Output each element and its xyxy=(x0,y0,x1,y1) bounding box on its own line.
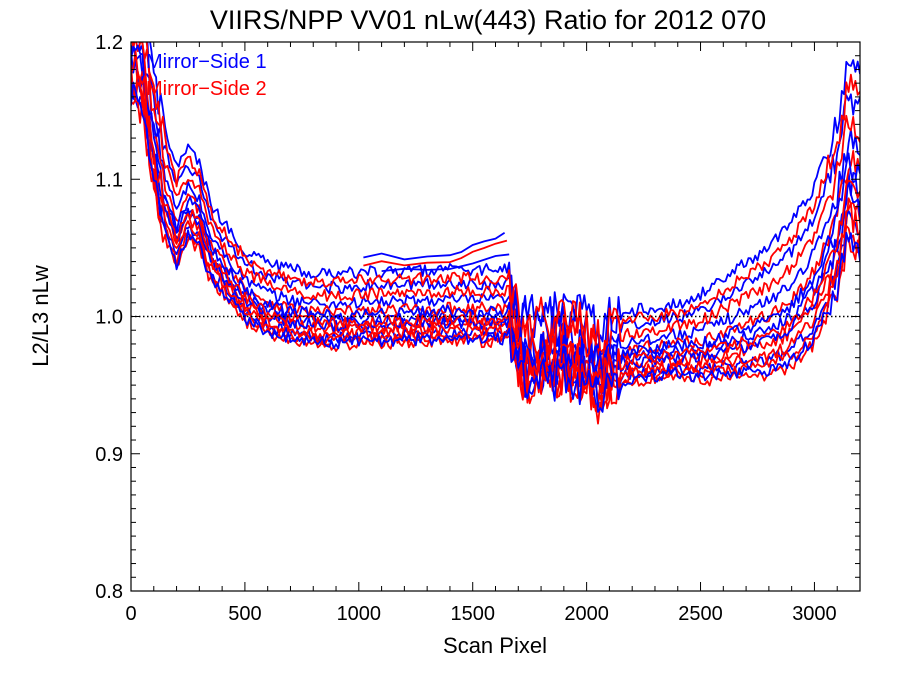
y-tick-label-0.8: 0.8 xyxy=(95,581,123,603)
x-tick-label-1000: 1000 xyxy=(337,603,382,625)
series-line-mirror-side-2-10 xyxy=(131,65,860,412)
series-line-mirror-side-1-11 xyxy=(149,42,860,349)
series-line-mirror-side-1-16 xyxy=(131,81,860,413)
series-line-mirror-side-1-3 xyxy=(138,42,860,378)
x-tick-label-3000: 3000 xyxy=(792,603,837,625)
y-axis-label: L2/L3 nLw xyxy=(28,265,53,367)
series-line-mirror-side-2-14 xyxy=(131,50,860,393)
legend-entry-mirror-side-2: Mirror−Side 2 xyxy=(146,78,267,100)
x-tick-label-2500: 2500 xyxy=(678,603,723,625)
legend: Mirror−Side 1 Mirror−Side 2 xyxy=(146,51,267,100)
ticks-layer: 0 500 1000 1500 2000 2500 3000 0.8 0.9 1.0 1.1 1.2 xyxy=(95,32,861,625)
chart-title: VIIRS/NPP VV01 nLw(443) Ratio for 2012 0… xyxy=(210,5,766,35)
upper-segment-line-3 xyxy=(381,253,510,272)
series-line-mirror-side-1-13 xyxy=(131,44,860,385)
series-line-mirror-side-1-9 xyxy=(131,51,860,394)
y-tick-label-1.0: 1.0 xyxy=(95,307,123,329)
series-line-mirror-side-2-8 xyxy=(141,42,860,374)
series-line-mirror-side-2-12 xyxy=(145,42,860,354)
x-tick-label-500: 500 xyxy=(228,603,261,625)
x-tick-label-1500: 1500 xyxy=(450,603,495,625)
series-line-mirror-side-1-5 xyxy=(131,76,860,409)
x-tick-label-2000: 2000 xyxy=(564,603,609,625)
x-axis-label: Scan Pixel xyxy=(443,633,547,658)
x-tick-label-0: 0 xyxy=(125,603,136,625)
upper-segment-line-1 xyxy=(363,232,506,261)
y-tick-label-1.1: 1.1 xyxy=(95,169,123,191)
y-tick-label-0.9: 0.9 xyxy=(95,444,123,466)
upper-segment-line-2 xyxy=(363,239,508,267)
y-tick-label-1.2: 1.2 xyxy=(95,32,123,54)
series-layer xyxy=(131,42,860,425)
legend-entry-mirror-side-1: Mirror−Side 1 xyxy=(146,51,267,73)
